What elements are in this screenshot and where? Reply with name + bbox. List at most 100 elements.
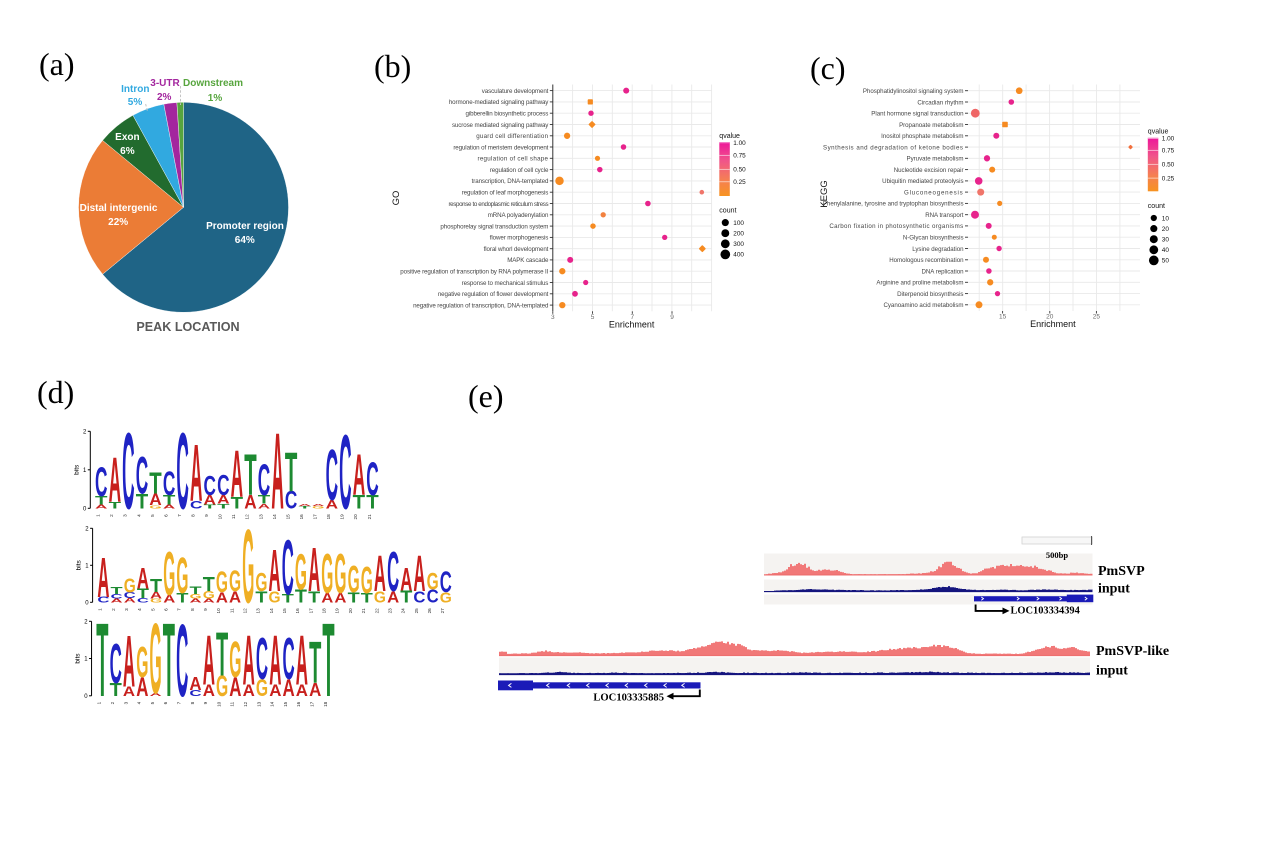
svg-text:14: 14 xyxy=(272,514,277,520)
svg-text:A: A xyxy=(309,679,321,700)
svg-text:T: T xyxy=(136,490,149,513)
svg-text:A: A xyxy=(190,429,202,519)
svg-text:5: 5 xyxy=(591,314,595,321)
svg-text:G: G xyxy=(255,568,267,597)
svg-text:16: 16 xyxy=(295,608,300,614)
svg-text:T: T xyxy=(361,591,373,605)
svg-text:C: C xyxy=(204,471,216,503)
svg-text:300: 300 xyxy=(733,241,744,248)
svg-text:0: 0 xyxy=(83,506,87,512)
svg-text:C: C xyxy=(124,590,136,599)
svg-text:Cyanoamino acid metabolism: Cyanoamino acid metabolism xyxy=(883,302,963,309)
svg-text:G: G xyxy=(216,671,228,703)
svg-text:positive regulation of transcr: positive regulation of transcription by … xyxy=(400,269,548,276)
svg-text:DNA replication: DNA replication xyxy=(921,268,964,275)
svg-text:sucrose mediated signaling pat: sucrose mediated signaling pathway xyxy=(452,122,549,129)
svg-text:A: A xyxy=(296,622,308,700)
svg-text:200: 200 xyxy=(733,231,744,238)
svg-text:A: A xyxy=(123,684,136,699)
svg-text:Carbon fixation in photosynthe: Carbon fixation in photosynthetic organi… xyxy=(829,223,963,230)
svg-text:4: 4 xyxy=(136,514,141,517)
svg-text:A: A xyxy=(150,591,163,602)
svg-text:regulation of meristem develop: regulation of meristem development xyxy=(453,144,548,151)
svg-text:A: A xyxy=(298,504,311,507)
svg-text:A: A xyxy=(190,598,202,604)
svg-text:G: G xyxy=(149,504,161,509)
svg-text:G: G xyxy=(190,593,202,600)
svg-text:T: T xyxy=(231,493,244,512)
svg-text:400: 400 xyxy=(733,252,744,259)
svg-text:7: 7 xyxy=(177,608,182,611)
svg-text:A: A xyxy=(229,587,241,606)
svg-text:C: C xyxy=(190,499,202,511)
svg-text:A: A xyxy=(216,589,228,606)
svg-text:Lysine degradation: Lysine degradation xyxy=(912,246,964,253)
svg-text:RNA transport: RNA transport xyxy=(925,212,964,219)
svg-text:C: C xyxy=(413,587,425,606)
svg-text:0: 0 xyxy=(84,694,88,700)
svg-text:N-Glycan biosynthesis: N-Glycan biosynthesis xyxy=(903,235,964,242)
svg-text:regulation of leaf morphogenes: regulation of leaf morphogenesis xyxy=(462,190,549,197)
svg-text:Enrichment: Enrichment xyxy=(609,320,655,330)
svg-text:5: 5 xyxy=(150,701,155,704)
svg-text:1: 1 xyxy=(96,514,101,517)
svg-text:10: 10 xyxy=(1162,215,1170,222)
svg-text:C: C xyxy=(285,486,297,514)
svg-text:8: 8 xyxy=(190,701,195,704)
svg-text:transcription, DNA-templated: transcription, DNA-templated xyxy=(472,178,549,185)
svg-text:A: A xyxy=(150,692,163,697)
svg-text:13: 13 xyxy=(256,608,261,614)
svg-text:0.75: 0.75 xyxy=(733,153,746,160)
svg-text:bits: bits xyxy=(75,653,82,664)
svg-text:C: C xyxy=(176,409,188,532)
svg-text:T: T xyxy=(163,602,175,719)
svg-text:21: 21 xyxy=(367,514,372,520)
svg-text:20: 20 xyxy=(1046,314,1054,321)
svg-text:A: A xyxy=(217,494,230,507)
svg-text:10: 10 xyxy=(216,608,221,614)
svg-text:12: 12 xyxy=(243,608,248,614)
svg-text:12: 12 xyxy=(245,514,250,520)
svg-text:A: A xyxy=(334,591,347,605)
svg-text:C: C xyxy=(427,585,439,606)
svg-text:T: T xyxy=(137,587,149,601)
svg-text:30: 30 xyxy=(1162,237,1170,244)
svg-text:8: 8 xyxy=(191,514,196,517)
svg-text:A: A xyxy=(137,563,149,595)
svg-text:qvalue: qvalue xyxy=(1148,129,1169,136)
svg-text:24: 24 xyxy=(401,608,406,614)
svg-text:1: 1 xyxy=(84,657,88,663)
svg-text:T: T xyxy=(190,585,202,597)
svg-text:2: 2 xyxy=(85,526,89,532)
svg-text:5: 5 xyxy=(150,608,155,611)
svg-text:G: G xyxy=(203,589,215,601)
svg-text:phosphorelay signal transducti: phosphorelay signal transduction system xyxy=(440,223,548,230)
svg-text:A: A xyxy=(321,591,334,605)
svg-text:mRNA polyadenylation: mRNA polyadenylation xyxy=(488,212,549,219)
svg-text:T: T xyxy=(216,620,228,689)
svg-text:4: 4 xyxy=(137,608,142,611)
svg-text:T: T xyxy=(203,574,215,596)
svg-text:18: 18 xyxy=(322,608,327,614)
svg-text:A: A xyxy=(374,546,386,603)
svg-text:6: 6 xyxy=(163,514,168,517)
svg-text:25: 25 xyxy=(414,608,419,614)
svg-text:G: G xyxy=(150,604,162,715)
svg-text:A: A xyxy=(203,622,215,700)
svg-text:C: C xyxy=(97,595,109,604)
svg-text:A: A xyxy=(353,444,365,509)
svg-text:T: T xyxy=(95,494,108,507)
svg-text:T: T xyxy=(322,602,334,719)
svg-text:Circadian rhythm: Circadian rhythm xyxy=(917,99,963,106)
svg-text:1.00: 1.00 xyxy=(733,140,746,147)
svg-text:T: T xyxy=(217,502,230,510)
svg-text:Diterpenoid biosynthesis: Diterpenoid biosynthesis xyxy=(897,291,963,298)
svg-text:C: C xyxy=(217,470,229,502)
svg-text:T: T xyxy=(353,492,366,513)
svg-text:A: A xyxy=(97,546,109,609)
svg-text:13: 13 xyxy=(256,701,261,707)
svg-text:C: C xyxy=(136,447,148,506)
svg-text:PmSVP-like: PmSVP-like xyxy=(1096,644,1169,659)
svg-text:G: G xyxy=(348,559,360,601)
svg-text:11: 11 xyxy=(231,514,236,519)
